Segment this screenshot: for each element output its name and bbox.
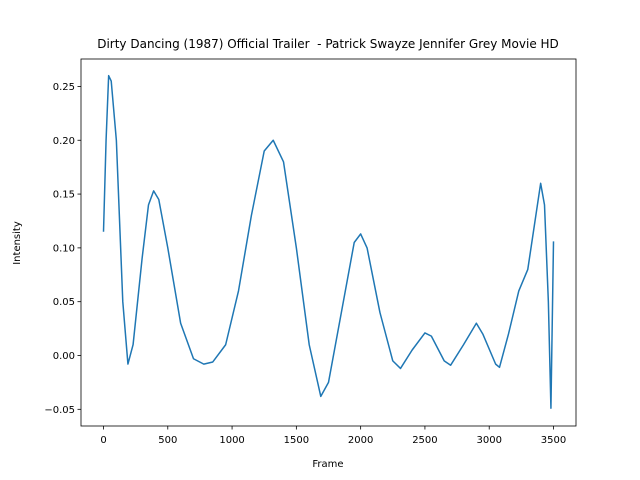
y-tick-label: 0.15 — [53, 190, 75, 201]
x-tick-label: 1500 — [284, 435, 309, 446]
y-tick-label: −0.05 — [44, 405, 75, 416]
y-axis-label: Intensity — [12, 221, 23, 265]
plot-frame — [80, 58, 577, 427]
y-tick-label: 0.05 — [53, 297, 75, 308]
chart-title: Dirty Dancing (1987) Official Trailer - … — [97, 37, 559, 51]
x-tick-label: 3000 — [476, 435, 501, 446]
line-series — [102, 74, 555, 409]
x-tick-label: 0 — [100, 435, 106, 446]
y-tick-label: 0.25 — [53, 82, 75, 93]
x-tick-label: 2500 — [412, 435, 437, 446]
x-tick-label: 500 — [158, 435, 177, 446]
x-tick-label: 2000 — [348, 435, 373, 446]
x-tick-label: 1000 — [219, 435, 244, 446]
x-axis-label: Frame — [312, 459, 343, 470]
y-tick-label: 0.00 — [53, 351, 75, 362]
y-tick-label: 0.20 — [53, 136, 75, 147]
y-tick-label: 0.10 — [53, 243, 75, 254]
x-tick-label: 3500 — [541, 435, 566, 446]
